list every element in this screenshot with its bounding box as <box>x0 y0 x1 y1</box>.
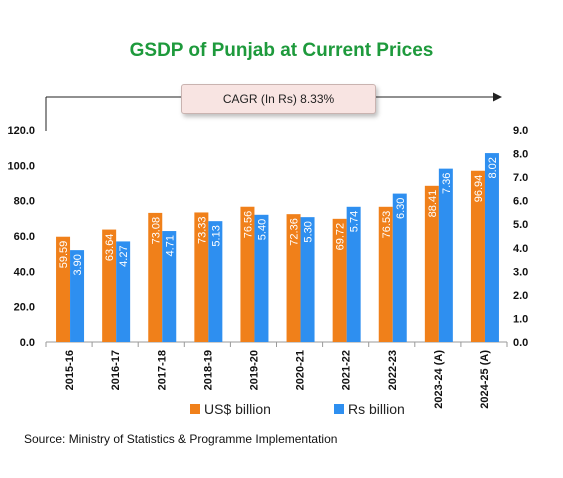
chart-legend: US$ billion Rs billion <box>0 401 563 419</box>
data-label-rs: 6.30 <box>395 198 407 219</box>
bar-usd <box>102 229 117 342</box>
legend-label-usd: US$ billion <box>204 401 271 417</box>
data-label-rs: 3.90 <box>72 254 84 275</box>
y-right-tick-label: 8.0 <box>513 149 528 161</box>
cagr-label: CAGR (In Rs) 8.33% <box>222 92 335 106</box>
chart-title: GSDP of Punjab at Current Prices <box>129 40 434 61</box>
legend-swatch-rs <box>334 404 344 414</box>
x-category-label: 2015-16 <box>64 350 76 390</box>
y-right-tick-label: 4.0 <box>513 243 528 255</box>
data-label-usd: 63.64 <box>104 234 116 262</box>
data-label-rs: 5.30 <box>303 221 315 242</box>
bar-rs <box>484 153 499 342</box>
y-right-tick-label: 3.0 <box>513 266 528 278</box>
cagr-arrow-head <box>493 92 502 102</box>
y-left-tick-label: 120.0 <box>7 125 35 137</box>
y-right-tick-label: 6.0 <box>513 196 528 208</box>
y-right-tick-label: 9.0 <box>513 125 528 137</box>
y-left-tick-label: 60.0 <box>14 231 35 243</box>
bar-rs <box>208 221 223 342</box>
x-category-label: 2020-21 <box>295 350 307 390</box>
data-label-rs: 7.36 <box>441 173 453 194</box>
data-label-usd: 76.53 <box>381 211 393 239</box>
data-label-usd: 73.08 <box>150 217 162 245</box>
data-label-usd: 76.56 <box>242 211 254 239</box>
data-label-usd: 88.41 <box>427 190 439 218</box>
data-label-usd: 73.33 <box>196 216 208 244</box>
bar-usd <box>194 212 209 342</box>
y-left-tick-label: 100.0 <box>7 160 35 172</box>
bar-rs <box>392 193 407 342</box>
source-note: Source: Ministry of Statistics & Program… <box>24 432 338 446</box>
bar-usd <box>332 218 347 342</box>
x-category-label: 2023-24 (A) <box>433 350 445 409</box>
data-label-rs: 4.27 <box>118 245 130 266</box>
bar-usd <box>378 206 393 342</box>
bar-rs <box>162 231 177 342</box>
x-category-label: 2021-22 <box>341 350 353 390</box>
data-label-rs: 5.74 <box>349 211 361 232</box>
cagr-box: CAGR (In Rs) 8.33% <box>181 84 376 114</box>
bar-usd <box>148 212 163 342</box>
bar-rs <box>70 250 85 342</box>
legend-swatch-usd <box>190 404 200 414</box>
data-label-usd: 69.72 <box>335 223 347 251</box>
bar-rs <box>346 206 361 342</box>
x-category-label: 2019-20 <box>248 350 260 390</box>
bar-usd <box>286 214 301 342</box>
x-category-label: 2022-23 <box>387 350 399 390</box>
chart-bars <box>56 153 499 342</box>
data-label-usd: 72.36 <box>289 218 301 246</box>
y-right-tick-label: 5.0 <box>513 219 528 231</box>
bar-usd <box>424 185 439 342</box>
legend-item-usd: US$ billion <box>190 401 271 417</box>
y-left-tick-label: 80.0 <box>14 196 35 208</box>
y-left-tick-label: 40.0 <box>14 266 35 278</box>
y-right-tick-label: 2.0 <box>513 290 528 302</box>
data-label-rs: 5.40 <box>256 219 268 240</box>
y-right-tick-label: 7.0 <box>513 172 528 184</box>
x-category-label: 2024-25 (A) <box>479 350 491 409</box>
bar-rs <box>254 214 269 342</box>
legend-item-rs: Rs billion <box>334 401 405 417</box>
data-label-rs: 4.71 <box>164 235 176 256</box>
chart-labels: 59.59 3.90 2015-16 63.64 4.27 2016-17 73.084.7… <box>58 157 499 409</box>
legend-label-rs: Rs billion <box>348 401 405 417</box>
x-category-label: 2017-18 <box>156 350 168 390</box>
bar-usd <box>240 206 255 342</box>
x-category-label: 2018-19 <box>202 350 214 390</box>
bar-rs <box>438 168 453 342</box>
data-label-usd: 96.94 <box>473 175 485 203</box>
y-right-tick-label: 1.0 <box>513 313 528 325</box>
data-label-rs: 5.13 <box>210 225 222 246</box>
data-label-rs: 8.02 <box>487 157 499 178</box>
y-left-tick-label: 20.0 <box>14 302 35 314</box>
bar-rs <box>116 241 131 342</box>
data-label-usd: 59.59 <box>58 241 70 269</box>
y-left-tick-label: 0.0 <box>20 337 35 349</box>
y-right-tick-label: 0.0 <box>513 337 528 349</box>
x-category-label: 2016-17 <box>110 350 122 390</box>
bar-usd <box>470 170 485 342</box>
bar-rs <box>300 217 315 342</box>
bar-usd <box>56 236 71 342</box>
